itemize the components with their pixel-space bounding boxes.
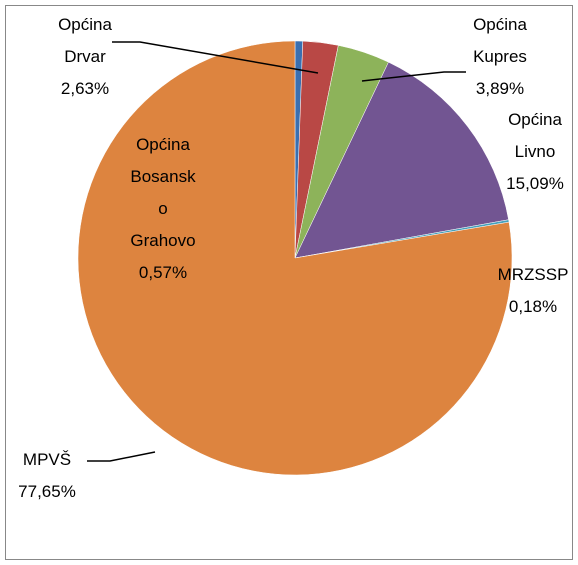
pie-slice bbox=[294, 61, 509, 259]
leader-line bbox=[87, 451, 156, 462]
value-label: 2,63% bbox=[60, 79, 110, 98]
value-label: 15,09% bbox=[506, 174, 564, 193]
category-label: MRZSSP bbox=[497, 265, 569, 284]
category-label: Općina Kupres bbox=[473, 15, 527, 66]
category-label: Općina Drvar bbox=[58, 15, 112, 66]
data-label: MPVŠ 77,65% bbox=[12, 444, 82, 508]
leader-line bbox=[361, 71, 466, 82]
data-label: Općina Livno 15,09% bbox=[495, 104, 575, 200]
data-label: MRZSSP 0,18% bbox=[493, 259, 573, 323]
value-label: 0,18% bbox=[508, 297, 558, 316]
data-label: Općina Bosansko Grahovo 0,57% bbox=[127, 129, 199, 289]
data-label: Općina Drvar 2,63% bbox=[50, 9, 120, 105]
data-label: Općina Kupres 3,89% bbox=[460, 9, 540, 105]
category-label: Općina Bosansko Grahovo bbox=[130, 135, 196, 250]
category-label: Općina Livno bbox=[508, 110, 562, 161]
value-label: 77,65% bbox=[18, 482, 76, 501]
value-label: 0,57% bbox=[138, 263, 188, 282]
category-label: MPVŠ bbox=[22, 450, 72, 469]
slices bbox=[77, 40, 513, 476]
pie-slice bbox=[77, 40, 513, 476]
leader-line bbox=[112, 41, 319, 74]
value-label: 3,89% bbox=[475, 79, 525, 98]
